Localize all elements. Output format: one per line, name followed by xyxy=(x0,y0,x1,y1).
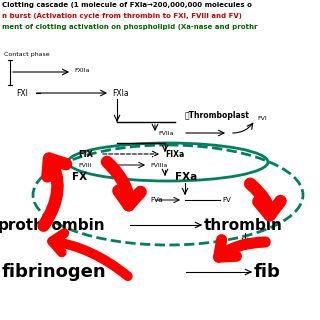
Text: FIXa: FIXa xyxy=(165,149,184,158)
Text: thrombin: thrombin xyxy=(204,218,283,233)
Text: FVIII: FVIII xyxy=(78,163,92,167)
Text: n burst (Activation cycle from thrombin to FXI, FVIII and FV): n burst (Activation cycle from thrombin … xyxy=(2,13,242,19)
Text: ment of clotting activation on phospholipid (Xa-nase and prothr: ment of clotting activation on phospholi… xyxy=(2,24,258,30)
FancyArrowPatch shape xyxy=(219,240,265,257)
FancyArrowPatch shape xyxy=(44,159,66,226)
Text: FXI: FXI xyxy=(16,89,28,98)
Text: FIX: FIX xyxy=(78,149,93,158)
Text: FVI: FVI xyxy=(257,116,267,121)
Text: FV: FV xyxy=(222,197,231,203)
FancyArrowPatch shape xyxy=(250,184,281,215)
Text: FXa: FXa xyxy=(175,172,197,182)
Text: FVIIIa: FVIIIa xyxy=(150,163,167,167)
Text: FVa: FVa xyxy=(150,197,163,203)
Text: （Thromboplast: （Thromboplast xyxy=(185,110,250,119)
Text: prothrombin: prothrombin xyxy=(0,218,106,233)
Text: FVIIa: FVIIa xyxy=(158,131,173,135)
Text: fib: fib xyxy=(254,263,281,281)
Text: Clotting cascade (1 molecule of FXIa→200,000,000 molecules o: Clotting cascade (1 molecule of FXIa→200… xyxy=(2,2,252,8)
Text: fibrinogen: fibrinogen xyxy=(2,263,107,281)
FancyArrowPatch shape xyxy=(107,162,140,205)
Text: FXIIa: FXIIa xyxy=(74,68,90,73)
Text: FXIa: FXIa xyxy=(112,89,129,98)
Text: FX: FX xyxy=(72,172,87,182)
FancyArrowPatch shape xyxy=(52,233,128,276)
Text: Contact phase: Contact phase xyxy=(4,52,50,57)
